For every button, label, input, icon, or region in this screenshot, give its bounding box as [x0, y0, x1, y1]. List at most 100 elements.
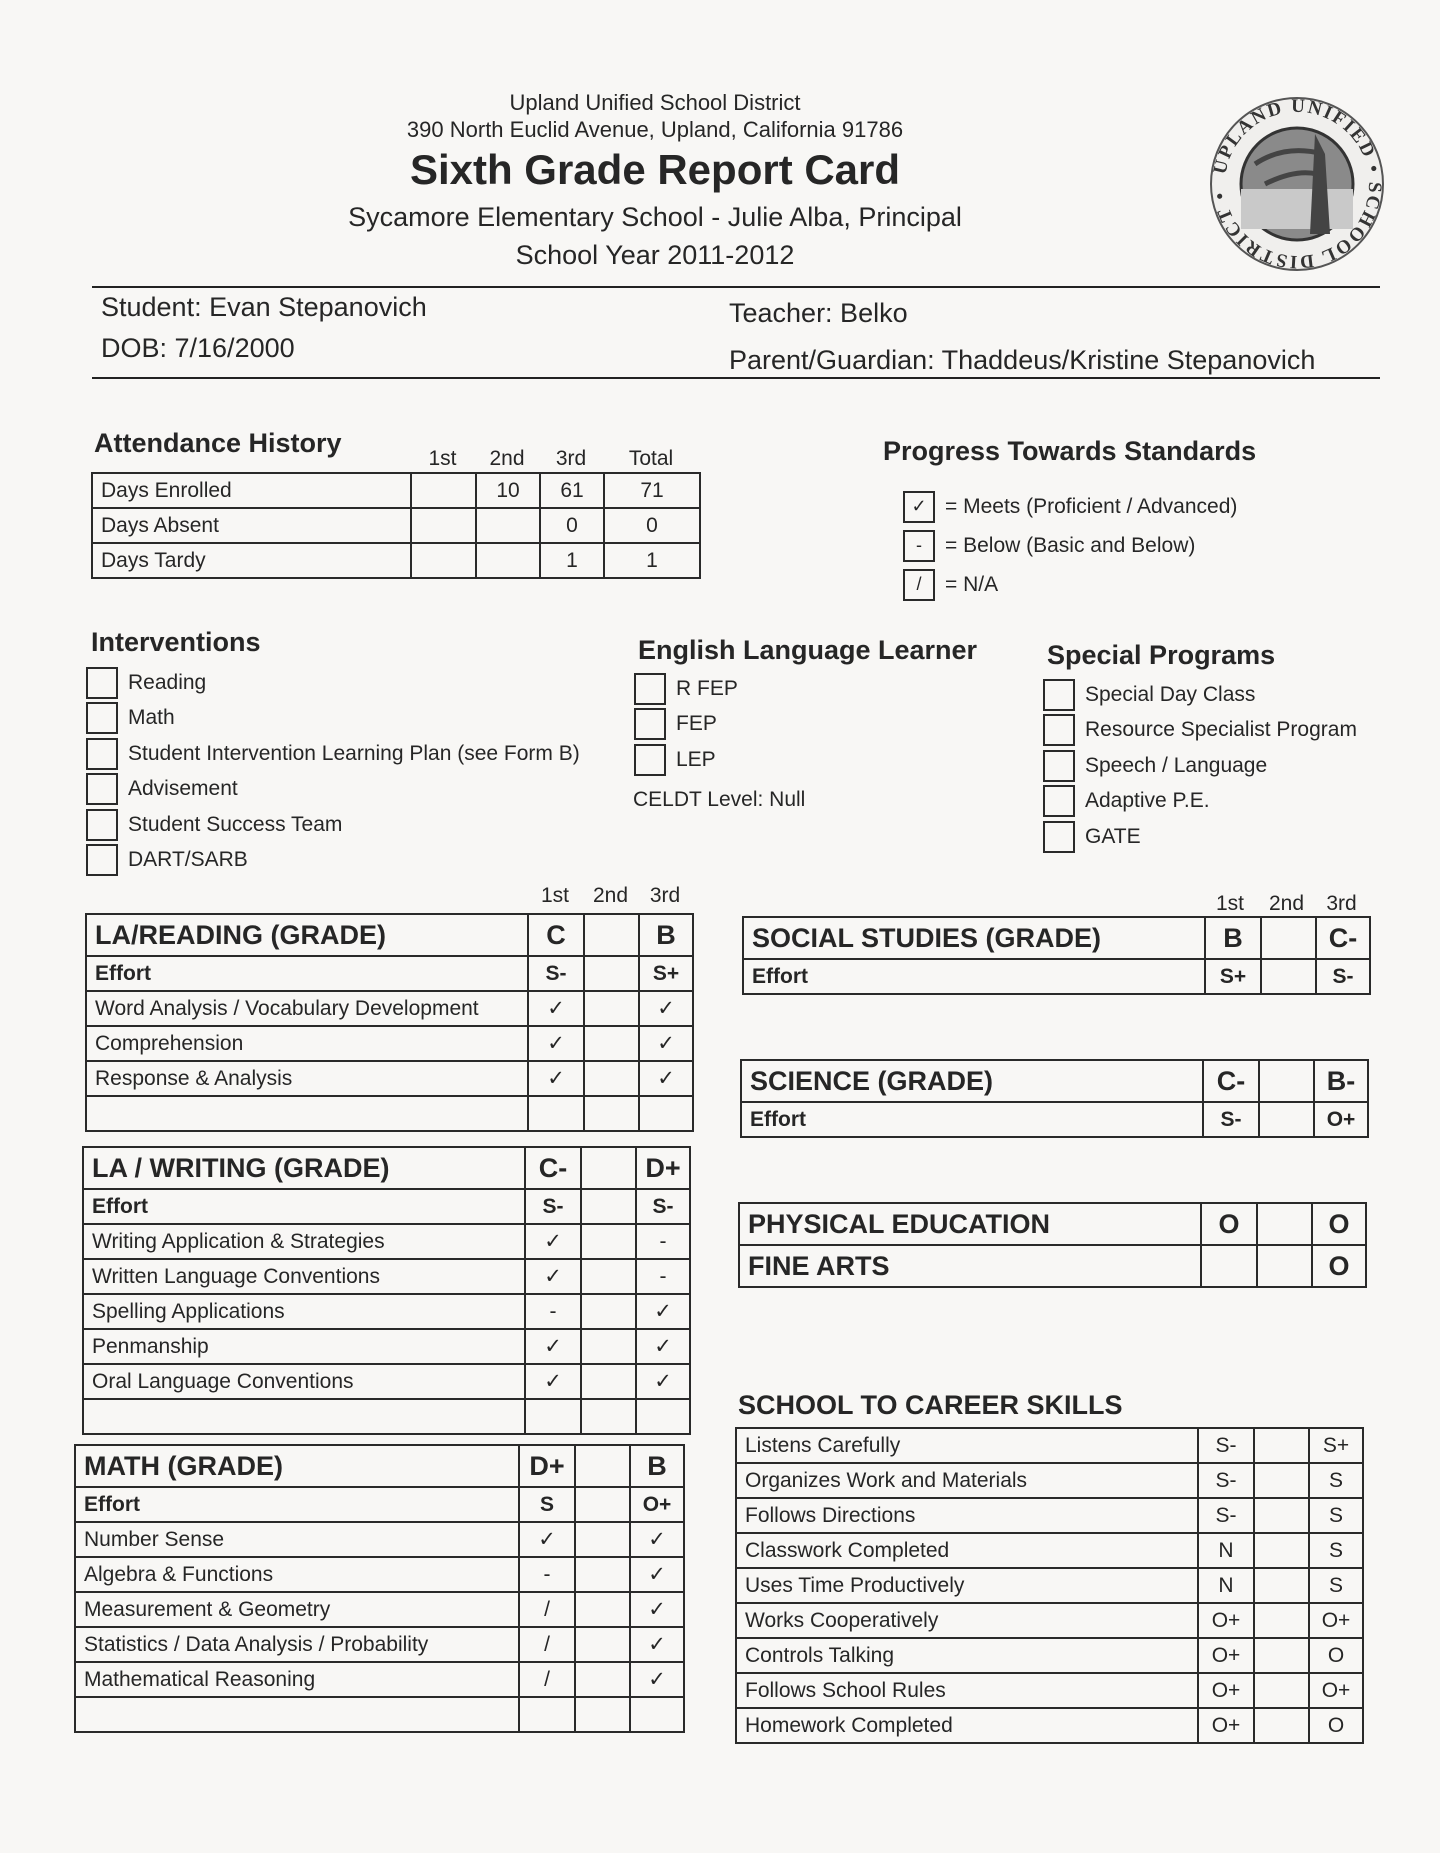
subject-label: Effort — [74, 1486, 520, 1523]
grade-row: LA/READING (GRADE) C B — [85, 913, 694, 957]
grade-cell: S — [1308, 1567, 1364, 1604]
col-1st: 1st — [428, 447, 457, 470]
grade-cell — [1253, 1707, 1310, 1744]
checkbox-item[interactable]: Speech / Language — [1043, 748, 1357, 784]
checkbox[interactable] — [86, 702, 118, 735]
checkbox[interactable] — [86, 737, 118, 770]
checkbox-item[interactable]: DART/SARB — [86, 843, 580, 879]
checkbox-item[interactable]: Student Intervention Learning Plan (see … — [86, 736, 580, 772]
grade-row: Uses Time Productively N S — [735, 1567, 1364, 1604]
checkbox-item[interactable]: Reading — [86, 665, 580, 701]
checkbox-item[interactable]: R FEP — [634, 671, 738, 707]
col-3rd: 3rd — [555, 447, 587, 470]
grade-cell: / — [518, 1591, 576, 1628]
grade-row: SCIENCE (GRADE) C- B- — [740, 1059, 1369, 1103]
checkbox-item[interactable]: Student Success Team — [86, 807, 580, 843]
grade-cell — [583, 913, 640, 957]
grade-cell: ✓ — [518, 1521, 576, 1558]
grade-cell: ✓ — [524, 1363, 582, 1400]
checkbox-item[interactable]: Special Day Class — [1043, 677, 1357, 713]
subject-label: Follows School Rules — [735, 1672, 1199, 1709]
legend-text: = Below (Basic and Below) — [945, 533, 1196, 557]
attendance-row: Days Tardy 1 1 — [91, 542, 701, 579]
checkbox-item[interactable]: LEP — [634, 742, 738, 778]
checkbox[interactable] — [86, 666, 118, 699]
subject-label: Homework Completed — [735, 1707, 1199, 1744]
checkbox-label: Adaptive P.E. — [1085, 789, 1210, 813]
checkbox-item[interactable]: Resource Specialist Program — [1043, 713, 1357, 749]
grade-cell — [574, 1626, 631, 1663]
checkbox-label: Reading — [128, 670, 207, 694]
grade-cell: S- — [1315, 958, 1371, 995]
grade-cell: ✓ — [638, 1025, 694, 1062]
page-title: Sixth Grade Report Card — [409, 146, 901, 193]
progress-title: Progress Towards Standards — [883, 436, 1257, 466]
checkbox[interactable] — [634, 743, 666, 776]
attendance-cell: 71 — [603, 472, 701, 509]
col-3rd: 3rd — [1326, 892, 1357, 915]
checkbox[interactable] — [634, 708, 666, 741]
district-name: Upland Unified School District — [509, 90, 801, 115]
subject-label: Mathematical Reasoning — [74, 1661, 520, 1698]
grade-row: Mathematical Reasoning / ✓ — [74, 1661, 685, 1698]
checkbox[interactable] — [1043, 785, 1075, 818]
grade-cell — [574, 1521, 631, 1558]
grade-cell: C- — [1315, 916, 1371, 960]
checkbox-item[interactable]: GATE — [1043, 819, 1357, 855]
grade-cell: O+ — [629, 1486, 685, 1523]
checkbox[interactable] — [1043, 749, 1075, 782]
grade-cell: ✓ — [629, 1556, 685, 1593]
col-3rd: 3rd — [649, 884, 681, 907]
checkbox-item[interactable]: Adaptive P.E. — [1043, 784, 1357, 820]
checkbox-item[interactable]: FEP — [634, 707, 738, 743]
checkbox-label: LEP — [676, 747, 716, 771]
grade-cell: S+ — [638, 955, 694, 992]
checkbox[interactable] — [86, 773, 118, 806]
checkbox-item[interactable]: Advisement — [86, 772, 580, 808]
grade-cell: S- — [1197, 1462, 1255, 1499]
grade-cell: O+ — [1308, 1672, 1364, 1709]
grade-cell — [1253, 1637, 1310, 1674]
grade-cell: N — [1197, 1532, 1255, 1569]
checkbox[interactable] — [634, 672, 666, 705]
grade-row — [74, 1696, 685, 1733]
checkbox-label: Resource Specialist Program — [1085, 718, 1357, 742]
grade-cell: ✓ — [638, 1060, 694, 1097]
subject-label: Comprehension — [85, 1025, 529, 1062]
grade-cell: S- — [527, 955, 585, 992]
grade-cell — [518, 1696, 576, 1733]
grade-cell: - — [518, 1556, 576, 1593]
checkbox[interactable] — [86, 808, 118, 841]
checkbox[interactable] — [86, 844, 118, 877]
subject-label: Effort — [740, 1101, 1204, 1138]
grade-row: Measurement & Geometry / ✓ — [74, 1591, 685, 1628]
grade-row: Writing Application & Strategies ✓ - — [82, 1223, 691, 1260]
subject-label: Response & Analysis — [85, 1060, 529, 1097]
interventions-list: Reading Math Student Intervention Learning… — [86, 665, 580, 878]
grade-cell — [580, 1258, 637, 1295]
la-writing-table: LA / WRITING (GRADE) C- D+ Effort S- S- Writin… — [82, 1146, 691, 1435]
student-name: Student: Evan Stepanovich — [101, 292, 427, 322]
grade-row: Controls Talking O+ O — [735, 1637, 1364, 1674]
checkbox[interactable] — [1043, 820, 1075, 853]
grade-cell: ✓ — [629, 1591, 685, 1628]
checkbox-label: Advisement — [128, 777, 238, 801]
grade-cell — [1256, 1202, 1313, 1246]
checkbox[interactable] — [1043, 678, 1075, 711]
subject-label: Effort — [742, 958, 1206, 995]
grade-cell — [1253, 1602, 1310, 1639]
checkbox-label: Math — [128, 706, 175, 730]
grade-cell: ✓ — [524, 1328, 582, 1365]
grade-cell — [574, 1556, 631, 1593]
legend-text: = N/A — [945, 572, 999, 596]
subject-label — [82, 1398, 526, 1435]
grade-cell — [580, 1188, 637, 1225]
grade-cell: ✓ — [635, 1293, 691, 1330]
grade-cell: C- — [1202, 1059, 1260, 1103]
checkbox[interactable] — [1043, 714, 1075, 747]
checkbox-item[interactable]: Math — [86, 701, 580, 737]
legend-mark: - — [903, 529, 935, 562]
grade-row: Classwork Completed N S — [735, 1532, 1364, 1569]
grade-cell — [580, 1328, 637, 1365]
grade-cell: ✓ — [629, 1626, 685, 1663]
